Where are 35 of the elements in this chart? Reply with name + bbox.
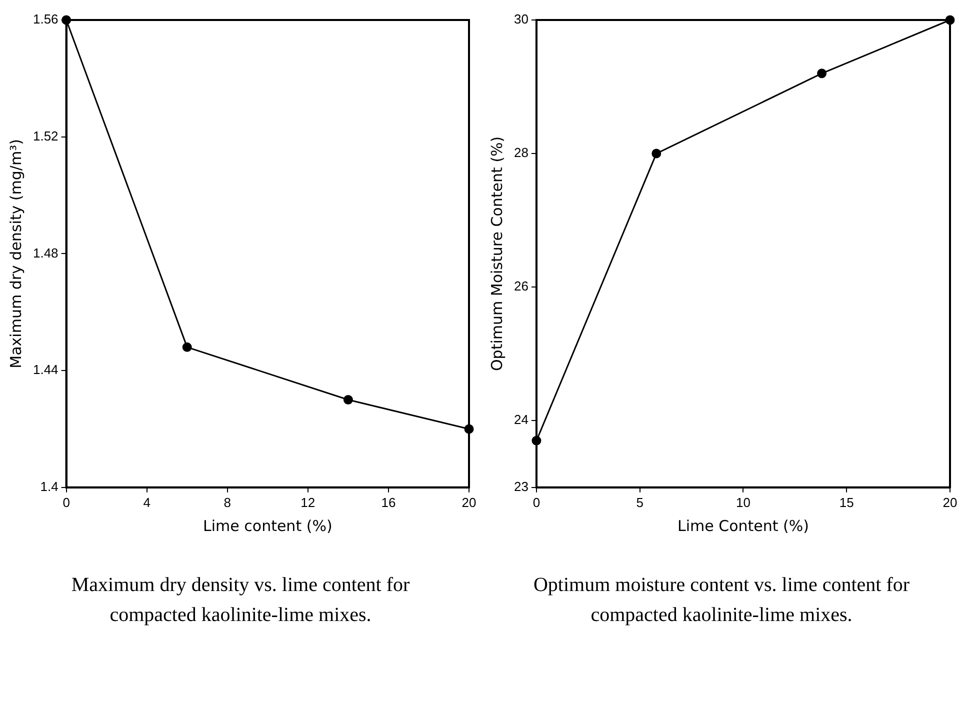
point bbox=[817, 68, 827, 78]
text: Maximum dry density vs. lime content for compacted kaolinite-lime mixes. bbox=[70, 573, 411, 628]
x-tick-label: 10 bbox=[736, 494, 750, 510]
y-axis-title: Optimum Moisture Content (%) bbox=[488, 136, 506, 371]
x-axis-title: Lime Content (%) bbox=[677, 516, 809, 535]
x-tick-label: 4 bbox=[143, 494, 150, 510]
y-tick-label: 28 bbox=[514, 145, 528, 160]
y-tick-label: 1.4 bbox=[40, 478, 58, 494]
x-tick-label: 16 bbox=[381, 494, 396, 510]
point bbox=[343, 395, 353, 405]
point bbox=[464, 424, 474, 434]
y-tick-label: 26 bbox=[514, 278, 528, 294]
x-tick-label: 20 bbox=[942, 494, 958, 510]
y-tick-label: 1.44 bbox=[32, 362, 58, 378]
point bbox=[652, 148, 662, 158]
y-tick-label: 1.48 bbox=[32, 245, 58, 260]
x-tick-label: 8 bbox=[224, 494, 231, 510]
x-tick-label: 0 bbox=[532, 494, 540, 510]
y-tick-label: 1.52 bbox=[32, 128, 58, 144]
point bbox=[62, 15, 72, 25]
text: Optimum moisture content vs. lime content for compacted kaolinite-lime mixes. bbox=[532, 573, 911, 628]
x-tick-label: 0 bbox=[62, 494, 70, 510]
point bbox=[945, 15, 955, 25]
point bbox=[532, 436, 542, 446]
y-tick-label: 24 bbox=[514, 412, 528, 428]
x-tick-label: 5 bbox=[636, 494, 644, 510]
x-tick-label: 20 bbox=[462, 494, 476, 510]
point bbox=[182, 342, 192, 352]
x-axis-title: Lime content (%) bbox=[203, 516, 332, 535]
y-tick-label: 23 bbox=[514, 478, 528, 494]
x-tick-label: 15 bbox=[839, 494, 854, 510]
x-tick-label: 12 bbox=[300, 494, 316, 510]
y-tick-label: 30 bbox=[514, 12, 528, 27]
y-axis-title: Maximum dry density (mg/m³) bbox=[6, 139, 25, 368]
y-tick-label: 1.56 bbox=[32, 12, 58, 27]
